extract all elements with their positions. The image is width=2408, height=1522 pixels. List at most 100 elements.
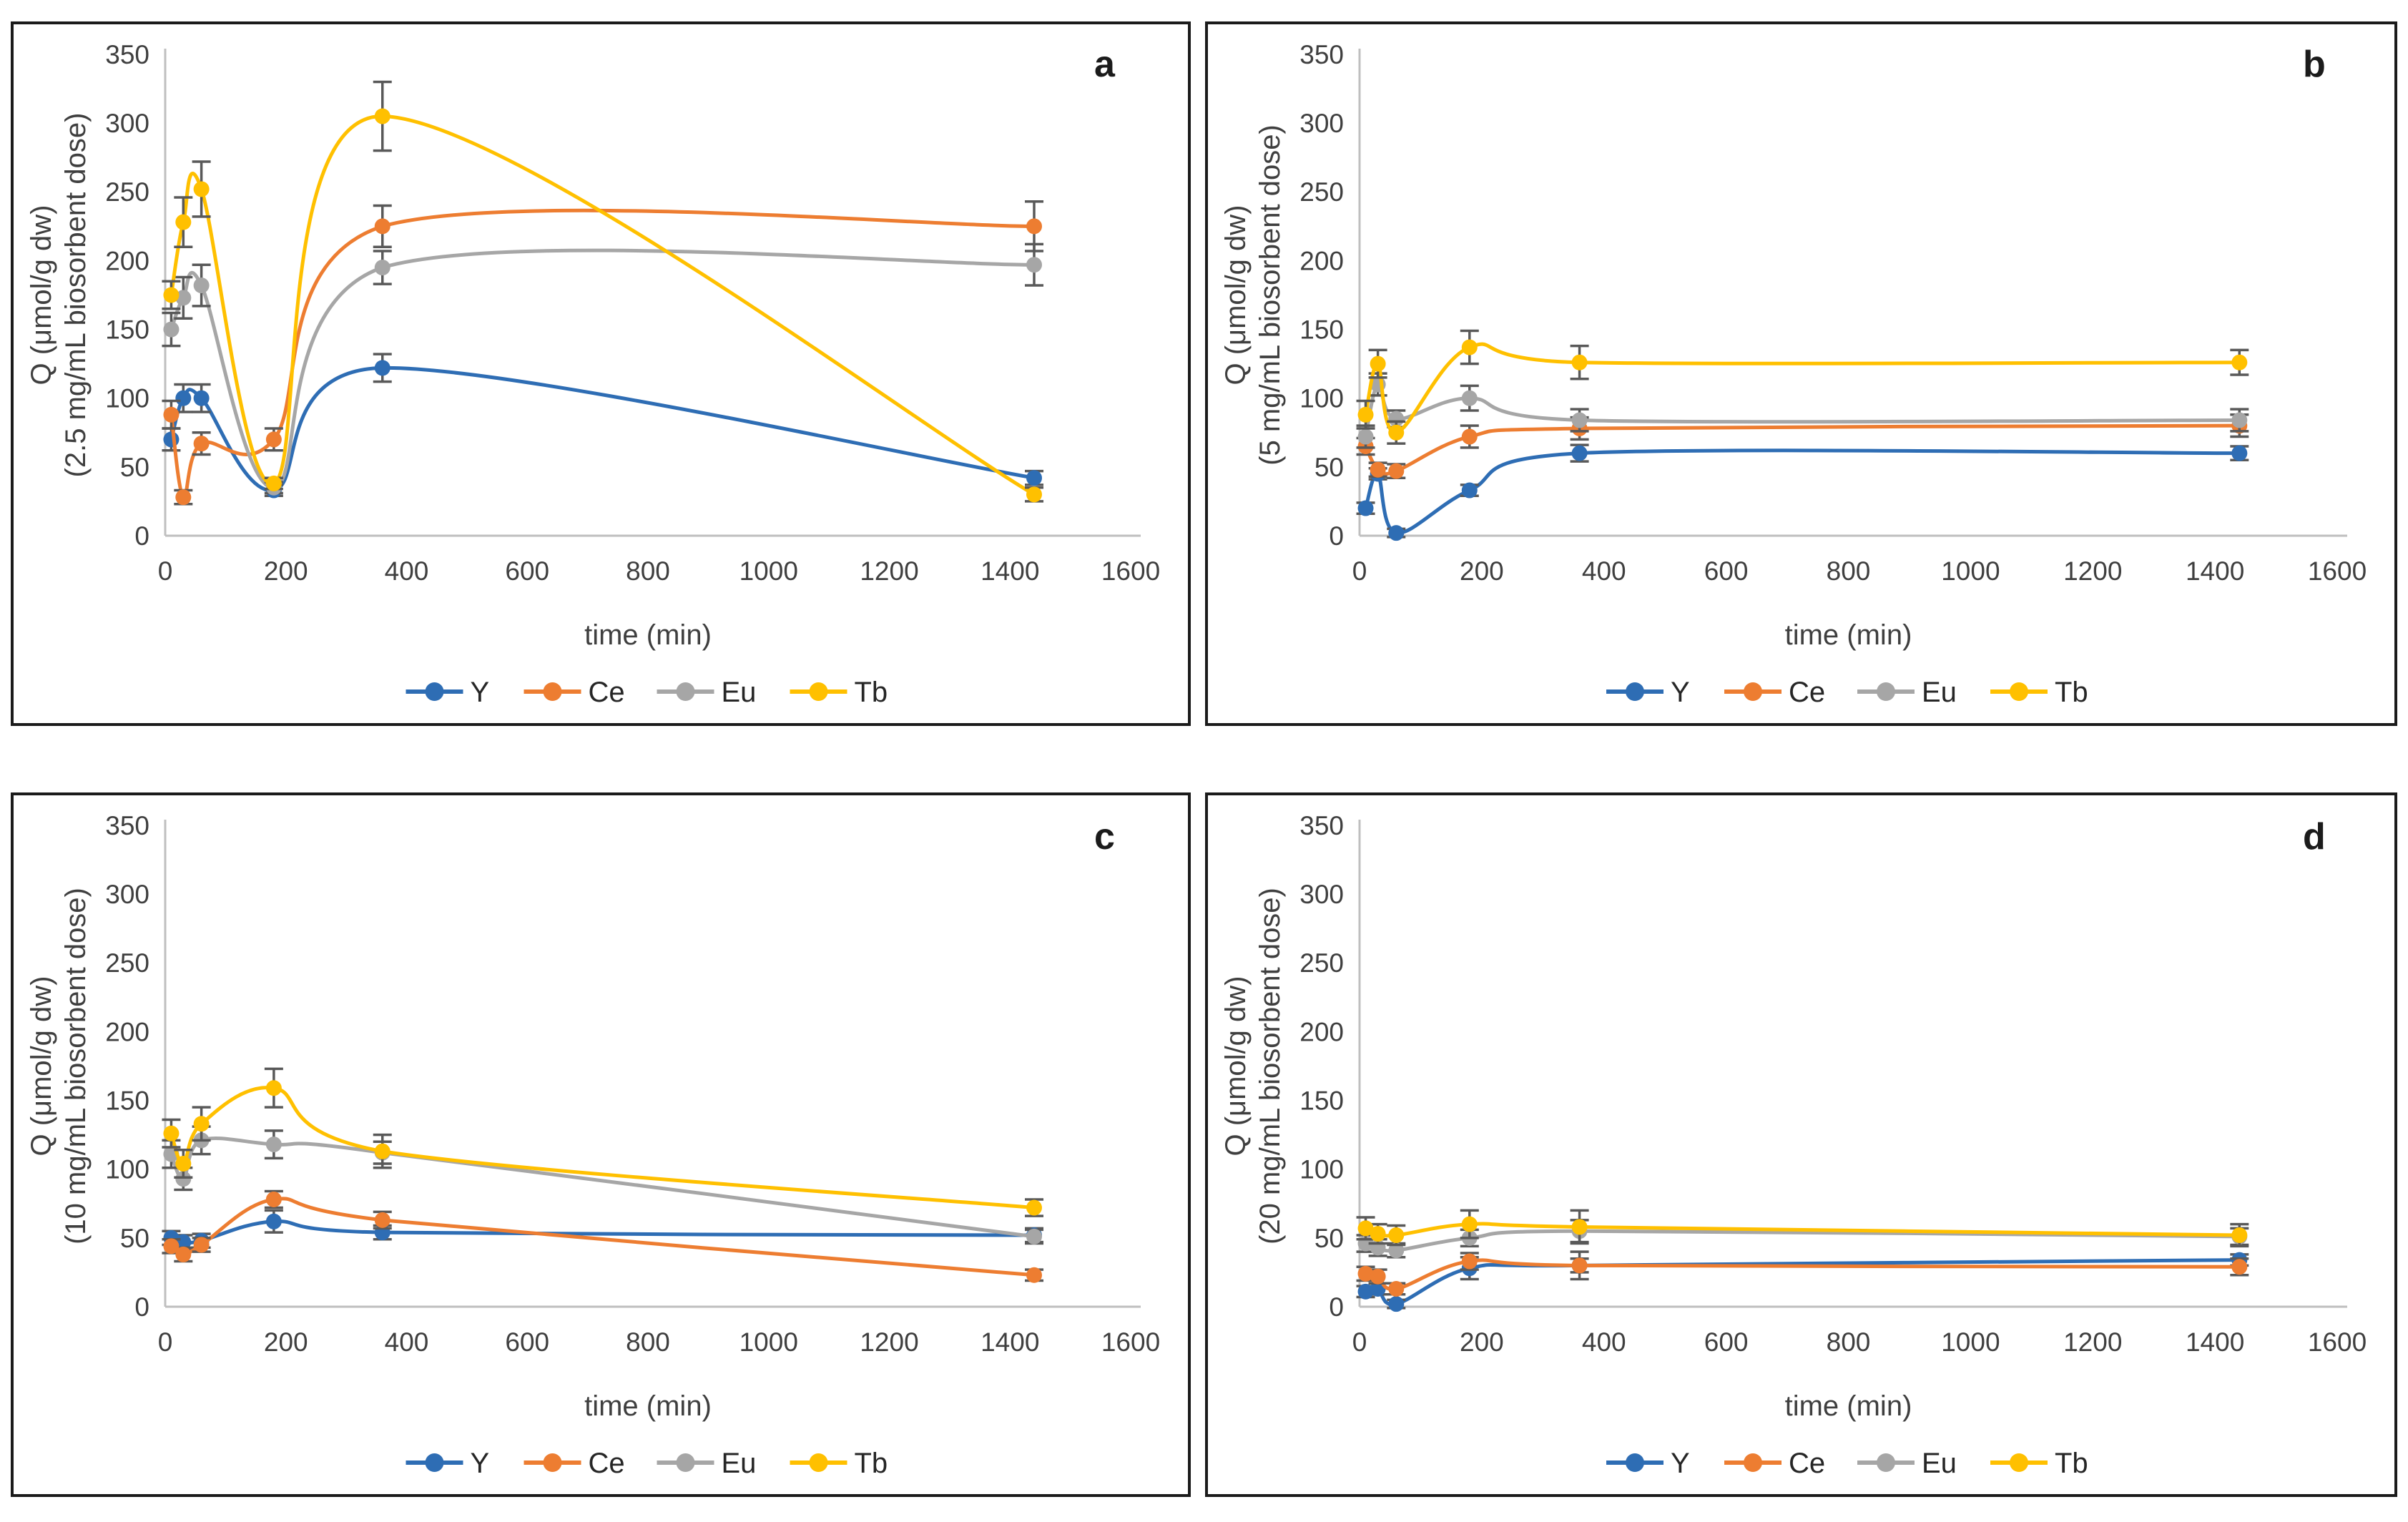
legend-marker-icon [2010,1453,2028,1472]
series-Tb-marker [1357,406,1374,423]
series-Tb-marker [265,475,282,491]
legend-label: Eu [1922,1448,1957,1479]
series-Ce-marker [1370,1268,1386,1285]
x-tick-label: 800 [1827,1327,1871,1357]
x-tick-label: 0 [1352,1327,1367,1357]
series-Ce-marker [265,1192,282,1208]
series-Ce-marker [175,489,192,506]
y-tick-label: 300 [1299,880,1344,909]
series-Tb-marker [374,108,390,124]
y-tick-label: 350 [105,811,149,840]
series-Tb [162,1067,1043,1217]
series-Tb-marker [1388,1227,1405,1244]
legend-label: Y [471,1448,490,1479]
y-tick-label: 300 [1299,109,1344,138]
x-tick-label: 1400 [2186,556,2244,586]
series-Y-marker [175,390,192,406]
chart-b-svg: 0 50 100 150 200 250 300 350 0 200 400 600 800 1000 12… [1220,40,2367,708]
series-Tb-marker [163,1125,180,1142]
series-Ce-marker [1388,1281,1405,1297]
legend-label: Y [471,677,490,708]
legend-marker-icon [543,1453,562,1472]
legend-marker-icon [1744,1453,1762,1472]
x-tick-label: 1600 [1101,556,1160,586]
y-axis-title-line2: (10 mg/mL biosorbent dose) [60,888,92,1244]
legend-item-Y: Y [1606,1448,1690,1479]
legend-label: Ce [589,1448,625,1479]
x-tick-label: 200 [1460,556,1504,586]
legend-item-Ce: Ce [1724,677,1825,708]
chart-c-svg: 0 50 100 150 200 250 300 350 0 200 400 600 800 1000 12… [26,811,1160,1479]
series-Tb-marker [175,1156,192,1172]
series-Tb-marker [1370,1226,1386,1242]
y-tick-label: 50 [1314,453,1344,482]
x-tick-label: 400 [385,556,429,586]
series-Tb-line [169,114,1036,496]
series-Eu-marker [1026,257,1042,273]
panel-c: 0 50 100 150 200 250 300 350 0 200 400 600 800 1000 12… [11,792,1191,1497]
x-tick-label: 1000 [739,1327,798,1357]
series-Ce-marker [163,406,180,423]
series-Ce-marker [1388,463,1405,479]
series-Ce-marker [175,1246,192,1262]
x-tick-label: 1400 [981,556,1039,586]
y-tick-label: 250 [105,948,149,978]
legend-item-Y: Y [406,677,490,708]
x-tick-label: 600 [1704,1327,1749,1357]
legend-label: Y [1671,677,1690,708]
series-Tb-marker [1571,1219,1588,1235]
series-Tb-marker [1461,339,1478,355]
legend-marker-icon [425,682,444,701]
y-tick-labels: 0 50 100 150 200 250 300 350 [105,40,149,551]
y-tick-label: 0 [134,1292,149,1322]
legend-label: Tb [2055,677,2088,708]
series-Eu-marker [1571,412,1588,428]
x-tick-label: 1400 [981,1327,1039,1357]
series-Tb-marker [374,1143,390,1159]
series-Ce-marker [1026,218,1042,235]
y-tick-labels: 0 50 100 150 200 250 300 350 [1299,811,1344,1322]
x-tick-label: 800 [626,1327,670,1357]
legend-item-Ce: Ce [524,677,625,708]
series-Tb [162,80,1043,503]
y-tick-label: 150 [105,315,149,345]
y-tick-label: 200 [1299,1017,1344,1046]
series-Ce-marker [163,1238,180,1255]
series-Eu-marker [265,1136,282,1153]
y-tick-label: 200 [105,246,149,275]
legend-marker-icon [543,682,562,701]
legend-item-Tb: Tb [1990,677,2088,708]
x-tick-label: 1400 [2186,1327,2244,1357]
legend: Y Ce Eu Tb [406,1448,888,1479]
series-Tb-marker [193,181,210,197]
x-tick-label: 200 [264,556,308,586]
series-Tb-marker [1388,424,1405,441]
y-tick-label: 100 [1299,384,1344,413]
series-Eu-line [169,1136,1036,1239]
series-Eu-marker [374,260,390,276]
series-Y-line [1364,448,2241,535]
y-tick-label: 50 [1314,1224,1344,1253]
legend-item-Ce: Ce [524,1448,625,1479]
series-Y-marker [163,431,180,448]
y-tick-label: 350 [1299,40,1344,69]
series-Tb-marker [1461,1216,1478,1232]
series-Tb-marker [175,214,192,230]
y-tick-label: 150 [105,1086,149,1116]
series-Y-marker [265,1213,282,1229]
series-Ce-marker [1026,1267,1042,1283]
series-Ce-error-bars [1356,413,2249,479]
series-Y-error-bars [1356,443,2249,539]
series-Ce-marker [193,436,210,452]
legend-label: Ce [589,677,625,708]
panel-d: 0 50 100 150 200 250 300 350 0 200 400 600 800 1000 12… [1205,792,2397,1497]
legend: Y Ce Eu Tb [406,677,888,708]
series-Ce-error-bars [1356,1250,2249,1296]
panel-a: 0 50 100 150 200 250 300 350 0 200 400 600 800 1000 12… [11,21,1191,726]
series-Tb-marker [163,287,180,303]
x-axis-title: time (min) [584,1390,712,1422]
y-tick-label: 200 [105,1017,149,1046]
series-Ce-marker [193,1237,210,1253]
series-Tb-marker [1571,354,1588,370]
